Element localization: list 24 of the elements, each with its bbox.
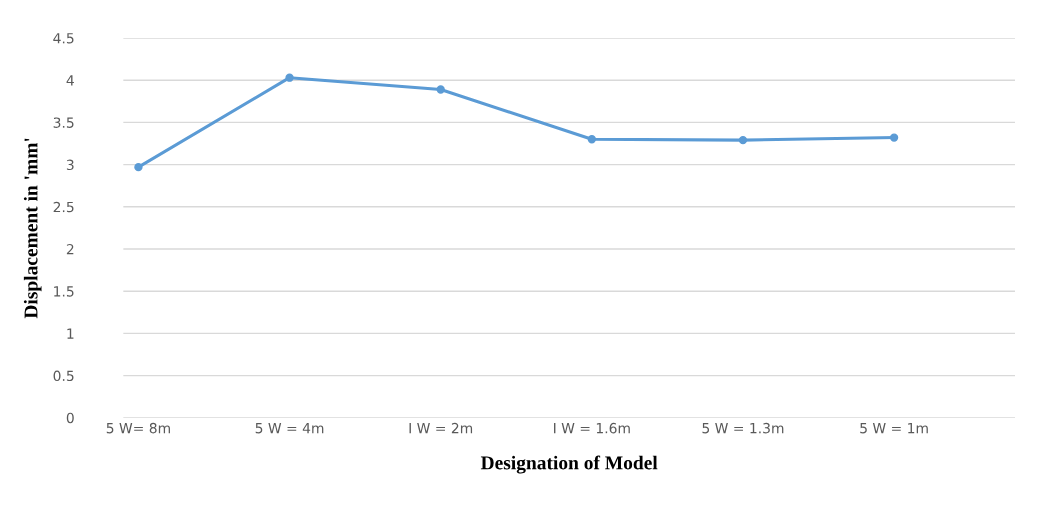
y-axis-title: Displacement in 'mm': [23, 138, 42, 319]
y-tick-label: 2: [66, 243, 74, 255]
y-tick-label: 4.5: [53, 33, 74, 44]
x-tick-label: 5 W= 8m: [106, 422, 170, 434]
point: [587, 135, 596, 144]
x-tick-label: 5 W = 1.3m: [702, 422, 784, 434]
y-tick-label: 1.5: [54, 286, 74, 297]
point: [134, 162, 143, 172]
point: [889, 133, 899, 142]
point: [738, 135, 748, 145]
y-tick-label: 3: [66, 159, 74, 171]
y-tick-label: 0.5: [53, 370, 74, 382]
point: [436, 85, 445, 94]
x-tick-label: I W = 1.6m: [554, 422, 630, 434]
y-tick-label: 1: [67, 328, 74, 339]
point: [285, 73, 294, 82]
x-tick-label: I W = 2m: [409, 422, 473, 434]
x-tick-label: 5 W = 1m: [860, 423, 928, 434]
x-tick-label: 5 W = 4m: [255, 423, 324, 434]
y-tick-label: 4: [66, 75, 74, 86]
y-tick-label: 0: [66, 412, 74, 424]
x-axis-title: Designation of Model: [480, 455, 658, 474]
y-tick-label: 2.5: [53, 201, 74, 213]
y-tick-label: 3.5: [53, 117, 74, 128]
